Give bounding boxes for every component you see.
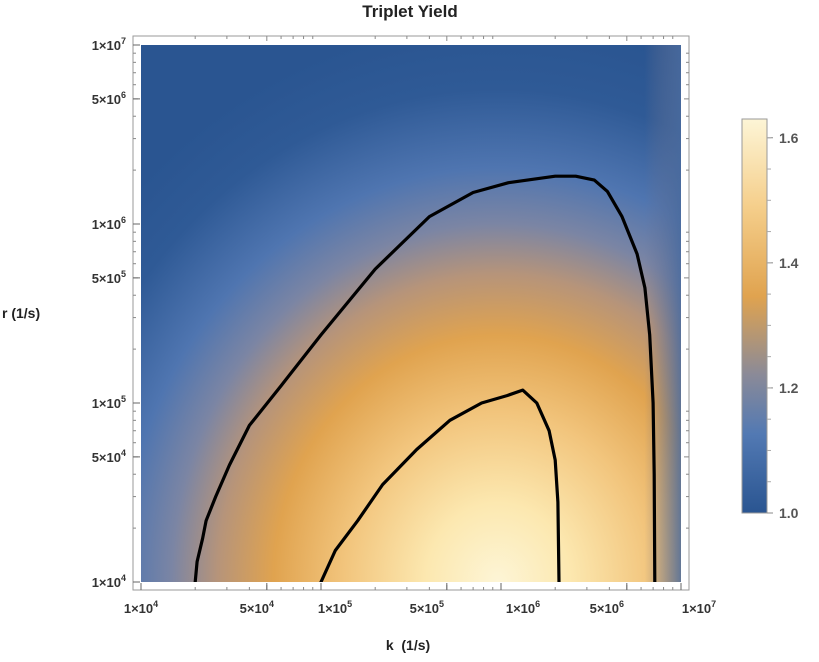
x-tick-label: 1×107 [682,599,716,616]
x-tick-label: 5×106 [590,599,624,616]
y-axis-ticks: 1×104 5×104 1×105 5×105 1×106 5×106 1×107 [92,36,689,590]
y-tick-label: 5×105 [92,269,126,286]
x-tick-label: 1×106 [506,599,540,616]
contour-line-1 [193,174,657,582]
y-tick-label: 5×106 [92,90,126,107]
heatmap [141,45,681,582]
x-tick-label: 1×104 [124,599,158,616]
x-tick-label: 1×105 [318,599,352,616]
colorbar-ticks: 1.0 1.2 1.4 1.6 [767,130,799,521]
x-axis-ticks: 1×104 5×104 1×105 5×105 1×106 5×106 1×107 [124,36,716,616]
x-tick-label: 5×104 [240,599,274,616]
heatmap-right-edge [600,45,681,582]
y-tick-label: 5×104 [92,448,126,465]
y-tick-label: 1×107 [92,36,126,53]
y-tick-label: 1×104 [92,573,126,590]
heatmap-field [141,45,681,582]
x-tick-label: 5×105 [410,599,444,616]
colorbar-tick-label: 1.6 [779,130,799,146]
x-axis-label: k (1/s) [386,637,430,653]
colorbar-tick-label: 1.0 [779,505,799,521]
y-tick-label: 1×105 [92,394,126,411]
chart-title: Triplet Yield [362,2,457,21]
contour-line-2 [319,388,561,582]
y-axis-label: r (1/s) [2,305,40,321]
plot-frame [132,35,690,591]
colorbar-tick-label: 1.2 [779,380,799,396]
colorbar: 1.0 1.2 1.4 1.6 [741,118,799,521]
colorbar-tick-label: 1.4 [779,255,799,271]
contour-lines [193,174,657,582]
colorbar-gradient [741,118,768,514]
y-tick-label: 1×106 [92,215,126,232]
